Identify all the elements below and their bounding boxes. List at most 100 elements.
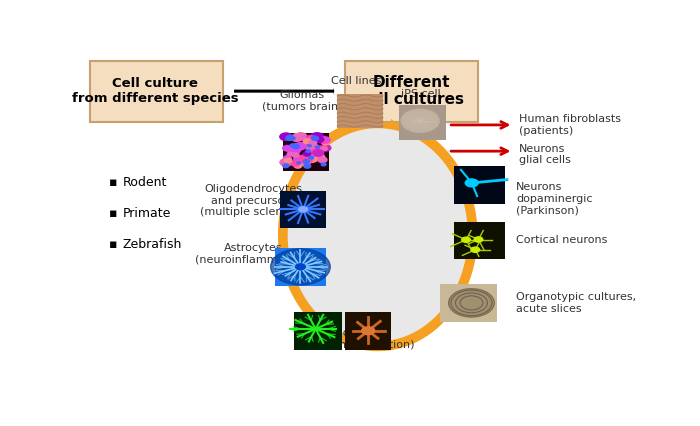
FancyBboxPatch shape: [440, 284, 497, 322]
Ellipse shape: [283, 123, 472, 346]
Circle shape: [320, 137, 330, 143]
Circle shape: [309, 156, 314, 159]
FancyBboxPatch shape: [294, 312, 342, 350]
FancyBboxPatch shape: [283, 133, 329, 171]
Circle shape: [280, 133, 293, 141]
Text: Rodent: Rodent: [122, 176, 167, 189]
Text: Zebrafish: Zebrafish: [122, 238, 182, 251]
Circle shape: [313, 150, 323, 156]
Circle shape: [294, 164, 302, 168]
Text: Neurons
dopaminergic
(Parkinson): Neurons dopaminergic (Parkinson): [516, 182, 593, 216]
Circle shape: [295, 133, 307, 140]
Circle shape: [314, 154, 325, 160]
Circle shape: [362, 327, 375, 335]
Circle shape: [271, 249, 330, 285]
Circle shape: [322, 139, 328, 142]
Text: ▪: ▪: [109, 238, 118, 251]
Circle shape: [297, 162, 300, 164]
Circle shape: [407, 112, 434, 129]
FancyBboxPatch shape: [345, 312, 391, 350]
Circle shape: [462, 237, 470, 242]
FancyBboxPatch shape: [90, 61, 223, 122]
Circle shape: [299, 159, 307, 164]
Circle shape: [291, 161, 300, 166]
Circle shape: [286, 136, 293, 141]
Circle shape: [284, 155, 291, 160]
FancyBboxPatch shape: [454, 222, 505, 259]
Circle shape: [296, 163, 302, 166]
Circle shape: [299, 156, 307, 162]
Circle shape: [304, 164, 311, 168]
Circle shape: [295, 143, 307, 150]
Circle shape: [294, 157, 300, 161]
Circle shape: [314, 137, 323, 143]
Text: Gliomas
(tumors brain): Gliomas (tumors brain): [262, 90, 342, 112]
Circle shape: [284, 158, 292, 163]
Circle shape: [303, 139, 312, 144]
Circle shape: [310, 133, 324, 141]
Circle shape: [320, 139, 326, 143]
FancyBboxPatch shape: [454, 166, 505, 204]
Text: Primate: Primate: [122, 207, 171, 220]
Circle shape: [318, 157, 327, 163]
Circle shape: [307, 144, 320, 152]
Circle shape: [299, 155, 313, 163]
Circle shape: [321, 145, 331, 151]
Circle shape: [312, 156, 318, 160]
Circle shape: [312, 136, 318, 141]
FancyBboxPatch shape: [345, 61, 478, 122]
Circle shape: [290, 144, 295, 147]
Circle shape: [291, 135, 302, 141]
Circle shape: [316, 146, 319, 148]
Text: iPS cell: iPS cell: [401, 89, 441, 99]
Text: Different
cell cultures: Different cell cultures: [359, 75, 464, 107]
Text: Human fibroblasts
(patients): Human fibroblasts (patients): [519, 114, 621, 136]
Circle shape: [283, 145, 292, 151]
Circle shape: [292, 153, 299, 157]
Text: ▪: ▪: [109, 207, 118, 220]
Circle shape: [321, 163, 326, 166]
Circle shape: [321, 147, 328, 151]
Circle shape: [466, 179, 478, 187]
Circle shape: [298, 158, 311, 166]
Circle shape: [305, 151, 314, 157]
Circle shape: [303, 152, 311, 156]
Text: Microglia
(Neuroinflammation): Microglia (Neuroinflammation): [298, 328, 414, 350]
Text: Cell lines: Cell lines: [331, 75, 382, 86]
Circle shape: [286, 135, 294, 139]
Circle shape: [287, 153, 293, 156]
Circle shape: [284, 134, 290, 138]
Text: Neurons
glial cells: Neurons glial cells: [519, 144, 570, 165]
Circle shape: [303, 160, 309, 163]
Circle shape: [471, 247, 480, 252]
Circle shape: [307, 135, 314, 139]
Circle shape: [306, 150, 310, 152]
Circle shape: [474, 237, 483, 242]
Text: Oligodendrocytes
and precursors
(multiple sclerosis): Oligodendrocytes and precursors (multipl…: [200, 184, 306, 217]
Text: Organotypic cultures,
acute slices: Organotypic cultures, acute slices: [516, 292, 636, 314]
Circle shape: [280, 158, 292, 166]
Circle shape: [401, 109, 439, 132]
Circle shape: [299, 207, 307, 212]
Circle shape: [311, 149, 323, 156]
FancyBboxPatch shape: [274, 248, 326, 286]
Text: Cell culture
from different species: Cell culture from different species: [72, 77, 239, 105]
Circle shape: [304, 154, 318, 162]
Ellipse shape: [449, 289, 494, 317]
Text: ▪: ▪: [109, 176, 118, 189]
FancyBboxPatch shape: [280, 190, 326, 228]
FancyBboxPatch shape: [337, 94, 383, 128]
Text: Cortical neurons: Cortical neurons: [516, 235, 608, 245]
Circle shape: [293, 144, 300, 149]
Circle shape: [293, 134, 300, 137]
Circle shape: [308, 145, 312, 147]
Circle shape: [318, 146, 324, 150]
Circle shape: [307, 136, 316, 141]
Circle shape: [283, 164, 289, 167]
Circle shape: [291, 144, 300, 149]
Circle shape: [289, 136, 295, 140]
Circle shape: [287, 145, 301, 154]
Circle shape: [412, 116, 428, 126]
Circle shape: [322, 140, 330, 145]
Circle shape: [309, 141, 316, 145]
